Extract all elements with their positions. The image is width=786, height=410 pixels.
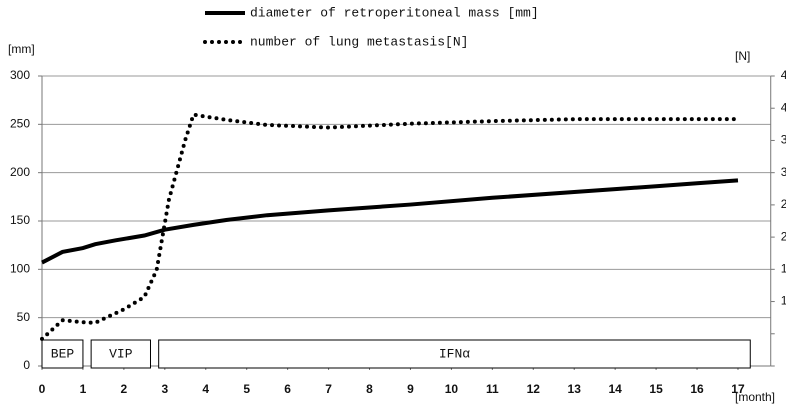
x-tick-label: 7 (325, 382, 332, 396)
x-axis-label: [month] (735, 390, 775, 404)
x-tick-label: 1 (80, 382, 87, 396)
x-tick-label: 17 (731, 382, 745, 396)
y2-tick-label: 150 (781, 262, 786, 276)
y-axis-label: [mm] (8, 42, 35, 56)
y2-tick-label: 300 (781, 165, 786, 179)
legend-label: diameter of retroperitoneal mass [mm] (250, 5, 539, 20)
y-tick-label: 50 (17, 310, 31, 324)
x-tick-label: 9 (407, 382, 414, 396)
x-tick-label: 14 (608, 382, 622, 396)
y2-tick-label: 350 (781, 133, 786, 147)
x-tick-label: 16 (690, 382, 704, 396)
phase-label: VIP (109, 346, 133, 361)
x-tick-label: 12 (527, 382, 541, 396)
phase-box (90, 339, 151, 369)
y-tick-label: 300 (10, 68, 30, 82)
y2-tick-label: 100 (781, 294, 786, 308)
phase-box (41, 339, 84, 369)
y-tick-label: 200 (10, 165, 30, 179)
phase-box (158, 339, 751, 369)
x-tick-label: 3 (161, 382, 168, 396)
x-tick-label: 13 (568, 382, 582, 396)
series-line (41, 178, 739, 265)
x-tick-label: 4 (202, 382, 209, 396)
x-tick-label: 2 (121, 382, 128, 396)
y2-tick-label: 200 (781, 229, 786, 243)
series-line (40, 112, 740, 341)
y2-tick-label: 250 (781, 197, 786, 211)
y-tick-label: 0 (23, 358, 30, 372)
phase-label: IFNα (439, 346, 470, 361)
x-tick-label: 6 (284, 382, 291, 396)
x-tick-label: 8 (366, 382, 373, 396)
legend-label: number of lung metastasis[N] (250, 34, 468, 49)
x-tick-label: 10 (445, 382, 459, 396)
x-tick-label: 11 (486, 382, 499, 396)
x-tick-label: 15 (649, 382, 663, 396)
y2-axis-label: [N] (735, 49, 750, 63)
y-tick-label: 150 (10, 213, 30, 227)
x-tick-label: 0 (39, 382, 46, 396)
x-tick-label: 5 (243, 382, 250, 396)
y2-tick-label: 400 (781, 100, 786, 114)
y-tick-label: 250 (10, 117, 30, 131)
y-tick-label: 100 (10, 262, 30, 276)
phase-label: BEP (51, 346, 75, 361)
y2-tick-label: 450 (781, 68, 786, 82)
